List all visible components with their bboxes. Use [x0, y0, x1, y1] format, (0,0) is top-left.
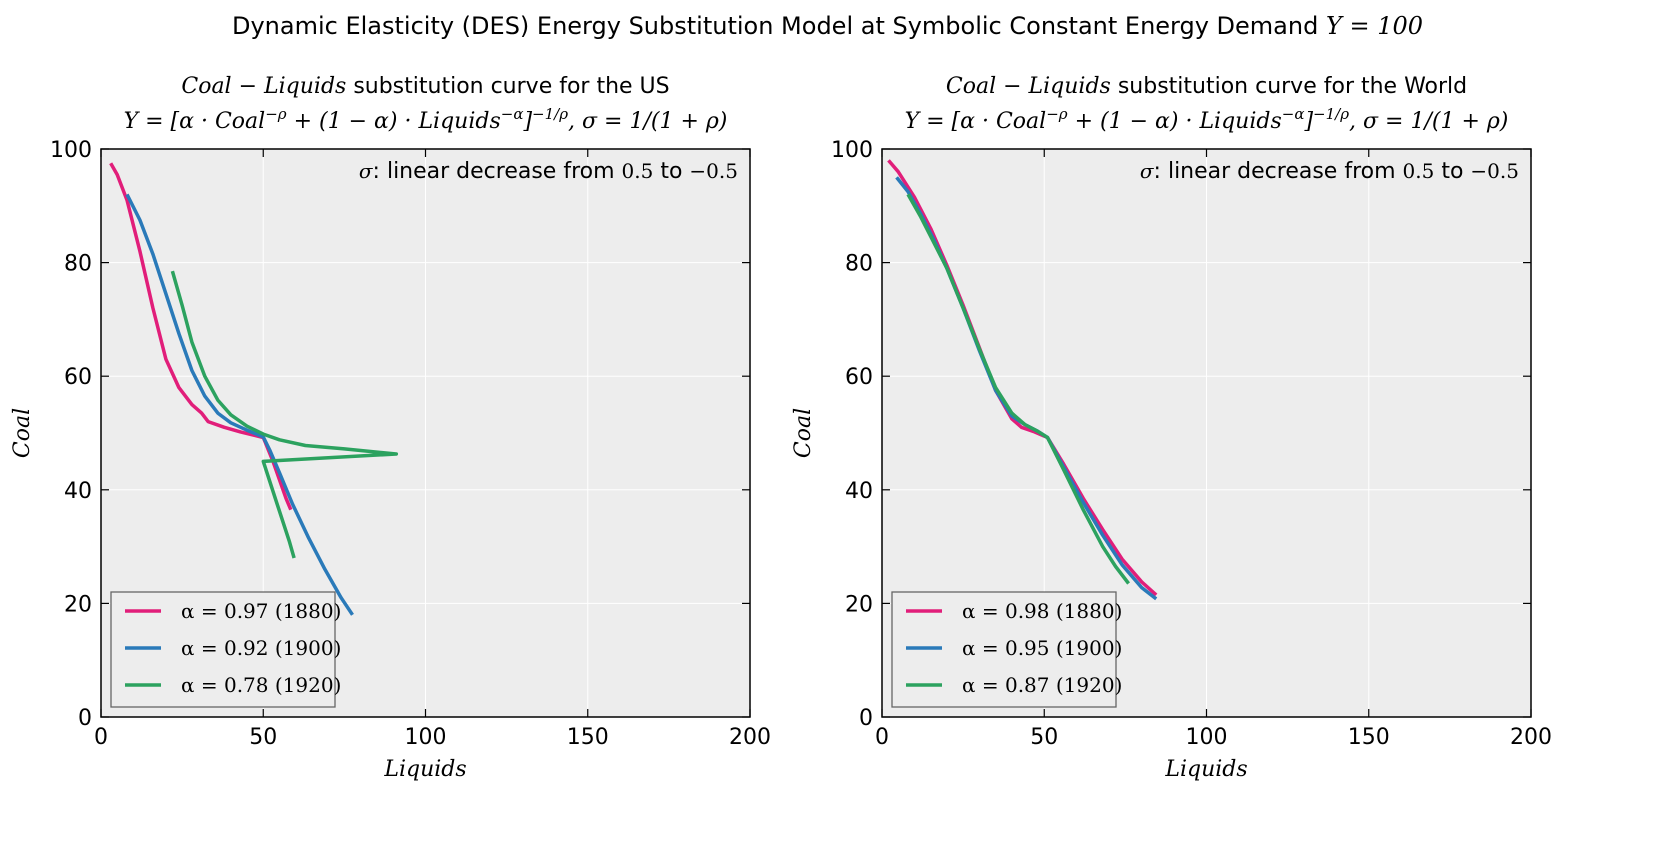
y-tick-label: 20: [845, 592, 873, 617]
legend-label-1: α = 0.97 (1880): [181, 599, 341, 623]
x-axis-label: Liquids: [1164, 757, 1247, 782]
y-tick-label: 80: [64, 252, 92, 277]
y-tick-label: 40: [845, 479, 873, 504]
x-tick-label: 50: [249, 725, 277, 750]
y-tick-label: 0: [78, 706, 92, 731]
x-tick-label: 0: [94, 725, 108, 750]
y-axis-label: Coal: [10, 408, 35, 458]
chart-formula: Y = [α · Coal−ρ + (1 − α) · Liquids−α]−1…: [124, 105, 728, 134]
legend-label-2: α = 0.92 (1900): [181, 636, 341, 660]
figure-suptitle: Dynamic Elasticity (DES) Energy Substitu…: [231, 12, 1424, 40]
y-tick-label: 40: [64, 479, 92, 504]
legend-label-3: α = 0.87 (1920): [962, 673, 1122, 697]
y-tick-label: 0: [859, 706, 873, 731]
x-tick-label: 100: [1186, 725, 1228, 750]
series-line-3: [170, 270, 399, 559]
legend-label-3: α = 0.78 (1920): [181, 673, 341, 697]
chart-title: Coal − Liquids substitution curve for th…: [181, 74, 669, 99]
chart-title: Coal − Liquids substitution curve for th…: [946, 74, 1467, 99]
y-tick-label: 20: [64, 592, 92, 617]
x-tick-label: 100: [405, 725, 447, 750]
y-tick-label: 100: [831, 138, 873, 163]
suptitle-math: Y = 100: [1325, 12, 1424, 40]
chart-panel-2: 0 50 100 150 200 0 20 40 60 80 100 Coal − Liquids s…: [791, 74, 1552, 782]
x-tick-label: 200: [729, 725, 771, 750]
y-tick-label: 60: [64, 365, 92, 390]
x-tick-label: 150: [1348, 725, 1390, 750]
x-axis-label: Liquids: [383, 757, 466, 782]
chart-panel-1: 0 50 100 150 200 0 20 40 60 80 100 Coal − Liquids s…: [10, 74, 771, 782]
y-axis-label: Coal: [791, 408, 816, 458]
series-line-3: [906, 193, 1130, 585]
y-tick-label: 80: [845, 252, 873, 277]
chart-formula: Y = [α · Coal−ρ + (1 − α) · Liquids−α]−1…: [905, 105, 1509, 134]
legend-label-2: α = 0.95 (1900): [962, 636, 1122, 660]
x-tick-label: 0: [875, 725, 889, 750]
x-tick-label: 150: [567, 725, 609, 750]
y-tick-label: 60: [845, 365, 873, 390]
legend-label-1: α = 0.98 (1880): [962, 599, 1122, 623]
x-tick-label: 50: [1030, 725, 1058, 750]
x-tick-label: 200: [1510, 725, 1552, 750]
series-line-1: [887, 159, 1158, 597]
y-tick-label: 100: [50, 138, 92, 163]
sigma-annotation: σ: linear decrease from 0.5 to −0.5: [359, 159, 738, 184]
series-line-2: [125, 193, 354, 616]
sigma-annotation: σ: linear decrease from 0.5 to −0.5: [1140, 159, 1519, 184]
